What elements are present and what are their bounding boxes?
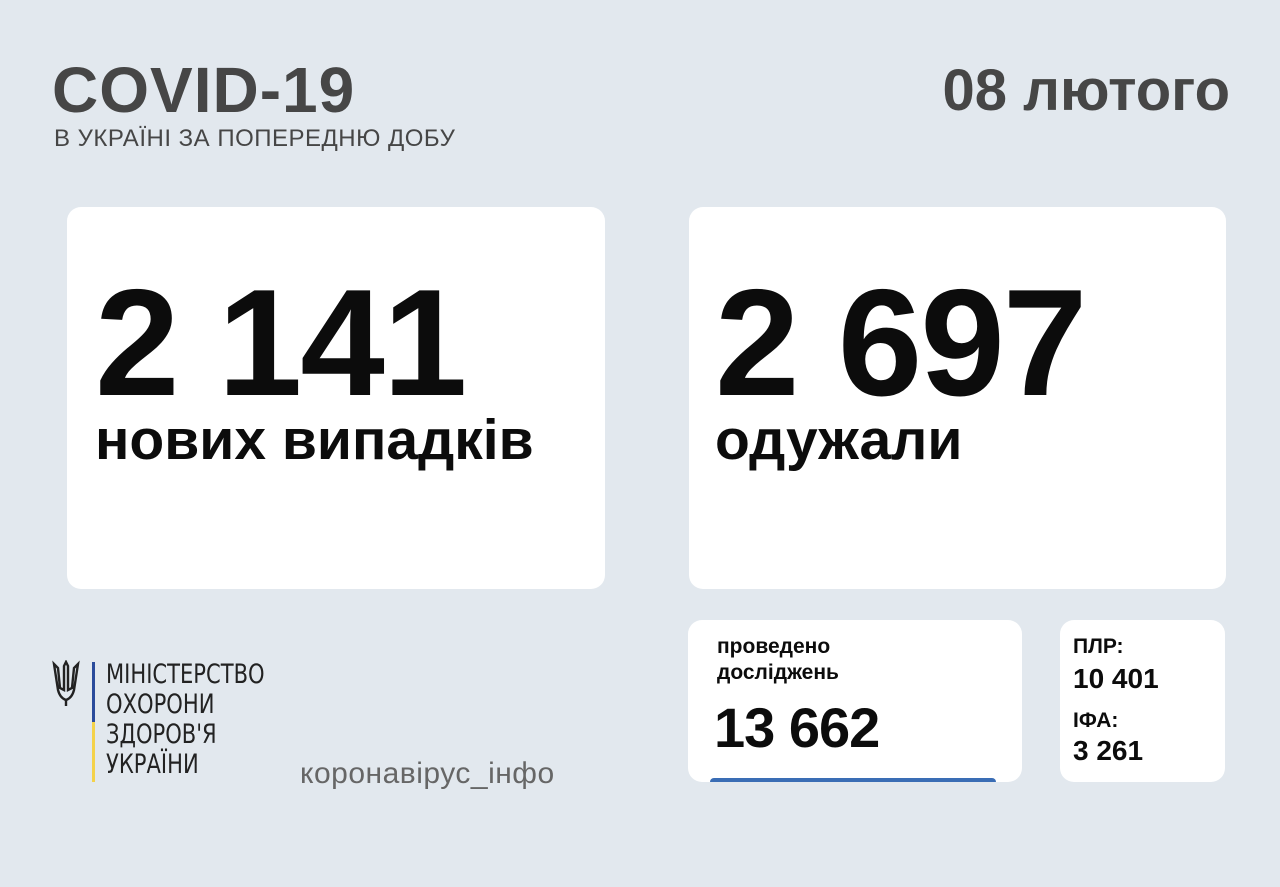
tests-label-line1: проведено <box>717 635 831 658</box>
site-hashtag: коронавірус_інфо <box>300 757 555 790</box>
recovered-card: 2 697 одужали <box>689 207 1226 589</box>
tests-label-line2: досліджень <box>717 661 839 684</box>
page-subtitle: В УКРАЇНІ ЗА ПОПЕРЕДНЮ ДОБУ <box>54 125 456 152</box>
ministry-line: МІНІСТЕРСТВО <box>106 659 265 690</box>
new-cases-value: 2 141 <box>95 258 467 428</box>
ifa-value: 3 261 <box>1073 735 1144 766</box>
trident-icon <box>52 659 80 711</box>
ministry-line: ЗДОРОВ'Я <box>106 719 217 750</box>
test-breakdown-card: ПЛР: 10 401 ІФА: 3 261 <box>1060 620 1225 782</box>
pcr-value: 10 401 <box>1073 663 1159 694</box>
page-title: COVID-19 <box>52 54 356 126</box>
flag-yellow-stripe <box>92 722 95 782</box>
recovered-value: 2 697 <box>715 258 1087 428</box>
flag-blue-stripe <box>92 662 95 722</box>
ministry-line: ОХОРОНИ <box>106 689 215 720</box>
tests-card: проведено досліджень 13 662 <box>688 620 1022 782</box>
ministry-name: МІНІСТЕРСТВО ОХОРОНИ ЗДОРОВ'Я УКРАЇНИ <box>106 660 265 780</box>
recovered-label: одужали <box>715 408 963 472</box>
report-date: 08 лютого <box>942 58 1230 123</box>
ifa-label: ІФА: <box>1073 709 1119 732</box>
tests-bar <box>710 778 996 782</box>
ministry-line: УКРАЇНИ <box>106 749 199 780</box>
new-cases-label: нових випадків <box>95 408 534 472</box>
new-cases-card: 2 141 нових випадків <box>67 207 605 589</box>
tests-value: 13 662 <box>714 696 880 759</box>
pcr-label: ПЛР: <box>1073 635 1124 658</box>
